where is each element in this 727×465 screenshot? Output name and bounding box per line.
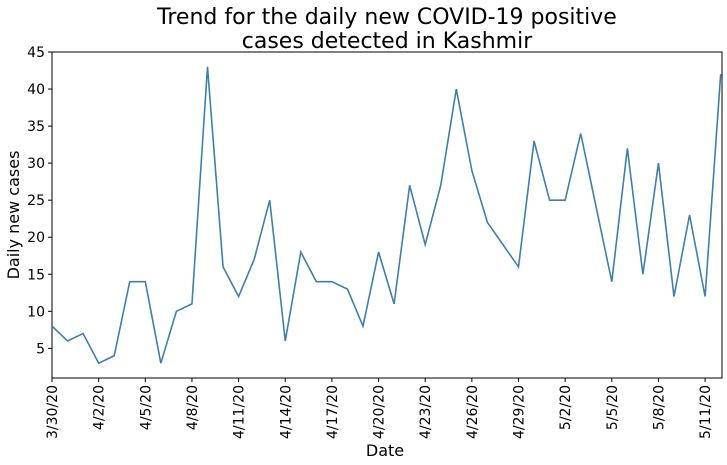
data-line (51, 66, 722, 365)
y-tick-label: 20 (27, 230, 45, 246)
y-tick-label: 10 (27, 304, 45, 320)
x-tick-label: 4/26/20 (465, 385, 481, 439)
x-tick-label: 5/8/20 (651, 385, 667, 430)
x-tick-label: 5/5/20 (605, 385, 621, 430)
y-tick-label: 40 (27, 82, 45, 98)
y-tick-label: 5 (36, 341, 45, 357)
x-tick-label: 4/8/20 (185, 385, 201, 430)
x-tick-label: 4/11/20 (232, 385, 248, 439)
y-tick-label: 25 (27, 193, 45, 209)
y-tick-label: 15 (27, 267, 45, 283)
x-tick-label: 4/23/20 (418, 385, 434, 439)
x-tick-label: 4/29/20 (512, 385, 528, 439)
chart-title: cases detected in Kashmir (242, 29, 533, 54)
x-axis-label: Date (366, 441, 404, 460)
x-tick-label: 5/2/20 (558, 385, 574, 430)
x-tick-label: 4/5/20 (138, 385, 154, 430)
x-tick-label: 3/30/20 (45, 385, 61, 439)
y-tick-label: 35 (27, 119, 45, 135)
x-tick-label: 4/20/20 (372, 385, 388, 439)
x-tick-label: 4/2/20 (92, 385, 108, 430)
y-tick-label: 30 (27, 156, 45, 172)
chart-title: Trend for the daily new COVID-19 positiv… (156, 5, 617, 30)
y-tick-label: 45 (27, 45, 45, 61)
x-tick-label: 4/17/20 (325, 385, 341, 439)
x-tick-label: 5/11/20 (698, 385, 714, 439)
y-axis-label: Daily new cases (4, 151, 23, 280)
plot-frame (51, 51, 723, 379)
x-tick-label: 4/14/20 (278, 385, 294, 439)
